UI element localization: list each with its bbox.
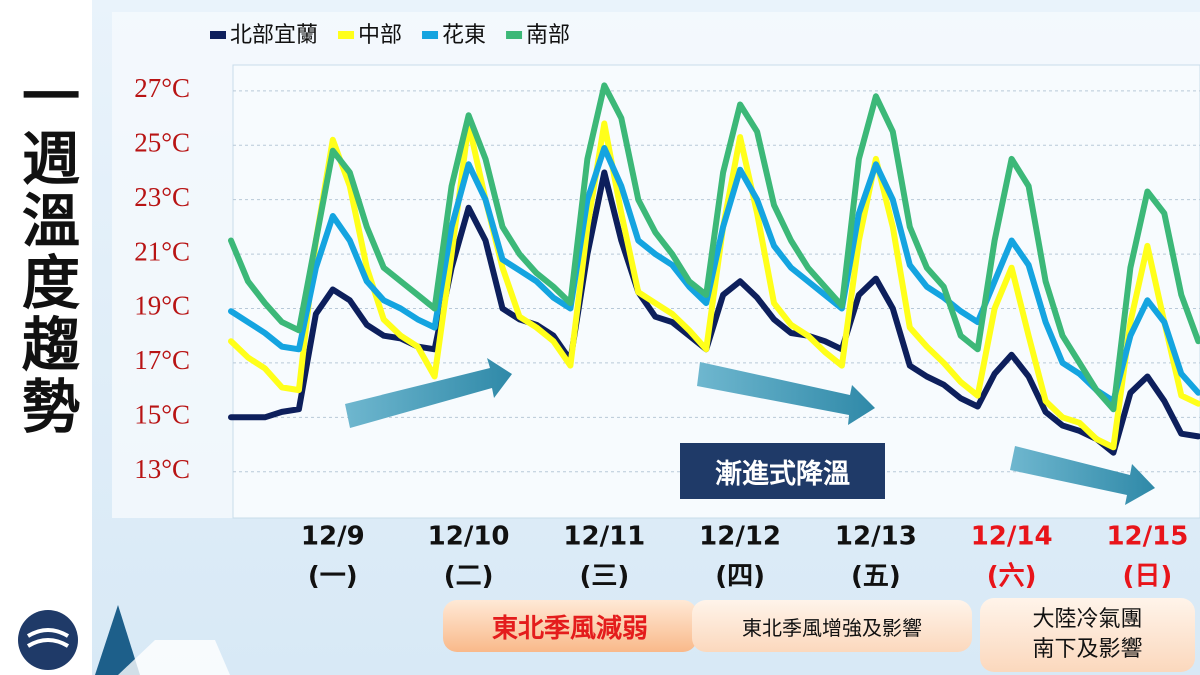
legend-marker xyxy=(210,31,226,39)
y-tick-label: 21°C xyxy=(134,236,190,266)
page-title: 一週溫度趨勢 xyxy=(12,66,80,438)
series-line xyxy=(228,82,1200,413)
side-panel xyxy=(0,0,92,675)
arrow xyxy=(1010,446,1155,505)
y-tick-label: 25°C xyxy=(134,127,190,157)
x-tick-sublabel: (六) xyxy=(987,562,1037,592)
legend-marker xyxy=(338,31,355,39)
y-tick-label: 17°C xyxy=(134,345,190,375)
x-tick-label: 12/11 xyxy=(563,522,645,552)
period-box: 大陸冷氣團 南下及影響 xyxy=(980,598,1195,672)
arrow xyxy=(345,358,512,428)
legend-label: 花東 xyxy=(442,23,486,48)
x-tick-label: 12/14 xyxy=(971,522,1053,552)
series-line xyxy=(228,169,1200,456)
series-line xyxy=(228,120,1200,451)
x-tick-sublabel: (五) xyxy=(851,562,901,592)
y-tick-label: 15°C xyxy=(134,400,190,430)
x-tick-label: 12/15 xyxy=(1106,522,1188,552)
annotation: 漸進式降溫 xyxy=(680,443,885,499)
logo xyxy=(18,605,230,675)
tree xyxy=(95,605,140,675)
x-tick-label: 12/10 xyxy=(428,522,510,552)
arrows xyxy=(345,358,1155,505)
y-tick-label: 27°C xyxy=(134,73,190,103)
x-tick-sublabel: (四) xyxy=(715,562,765,592)
legend-label: 中部 xyxy=(358,23,402,48)
legend-label: 南部 xyxy=(526,23,570,48)
x-tick-sublabel: (三) xyxy=(579,562,629,592)
x-tick-label: 12/12 xyxy=(699,522,781,552)
house xyxy=(118,640,230,675)
period-box: 東北季風增強及影響 xyxy=(692,600,972,652)
logo-mark xyxy=(26,628,70,648)
y-tick-label: 13°C xyxy=(134,454,190,484)
x-tick-sublabel: (日) xyxy=(1122,562,1172,592)
x-tick-label: 12/13 xyxy=(835,522,917,552)
legend-marker xyxy=(506,31,523,39)
x-tick-sublabel: (二) xyxy=(444,562,494,592)
x-tick-sublabel: (一) xyxy=(308,562,358,592)
y-tick-label: 23°C xyxy=(134,182,190,212)
legend-marker xyxy=(422,31,439,39)
period-box: 東北季風減弱 xyxy=(443,600,697,652)
arrow xyxy=(697,362,875,425)
y-tick-label: 19°C xyxy=(134,291,190,321)
x-tick-label: 12/9 xyxy=(301,522,365,552)
series-line xyxy=(228,145,1200,404)
legend-label: 北部宜蘭 xyxy=(230,23,318,48)
